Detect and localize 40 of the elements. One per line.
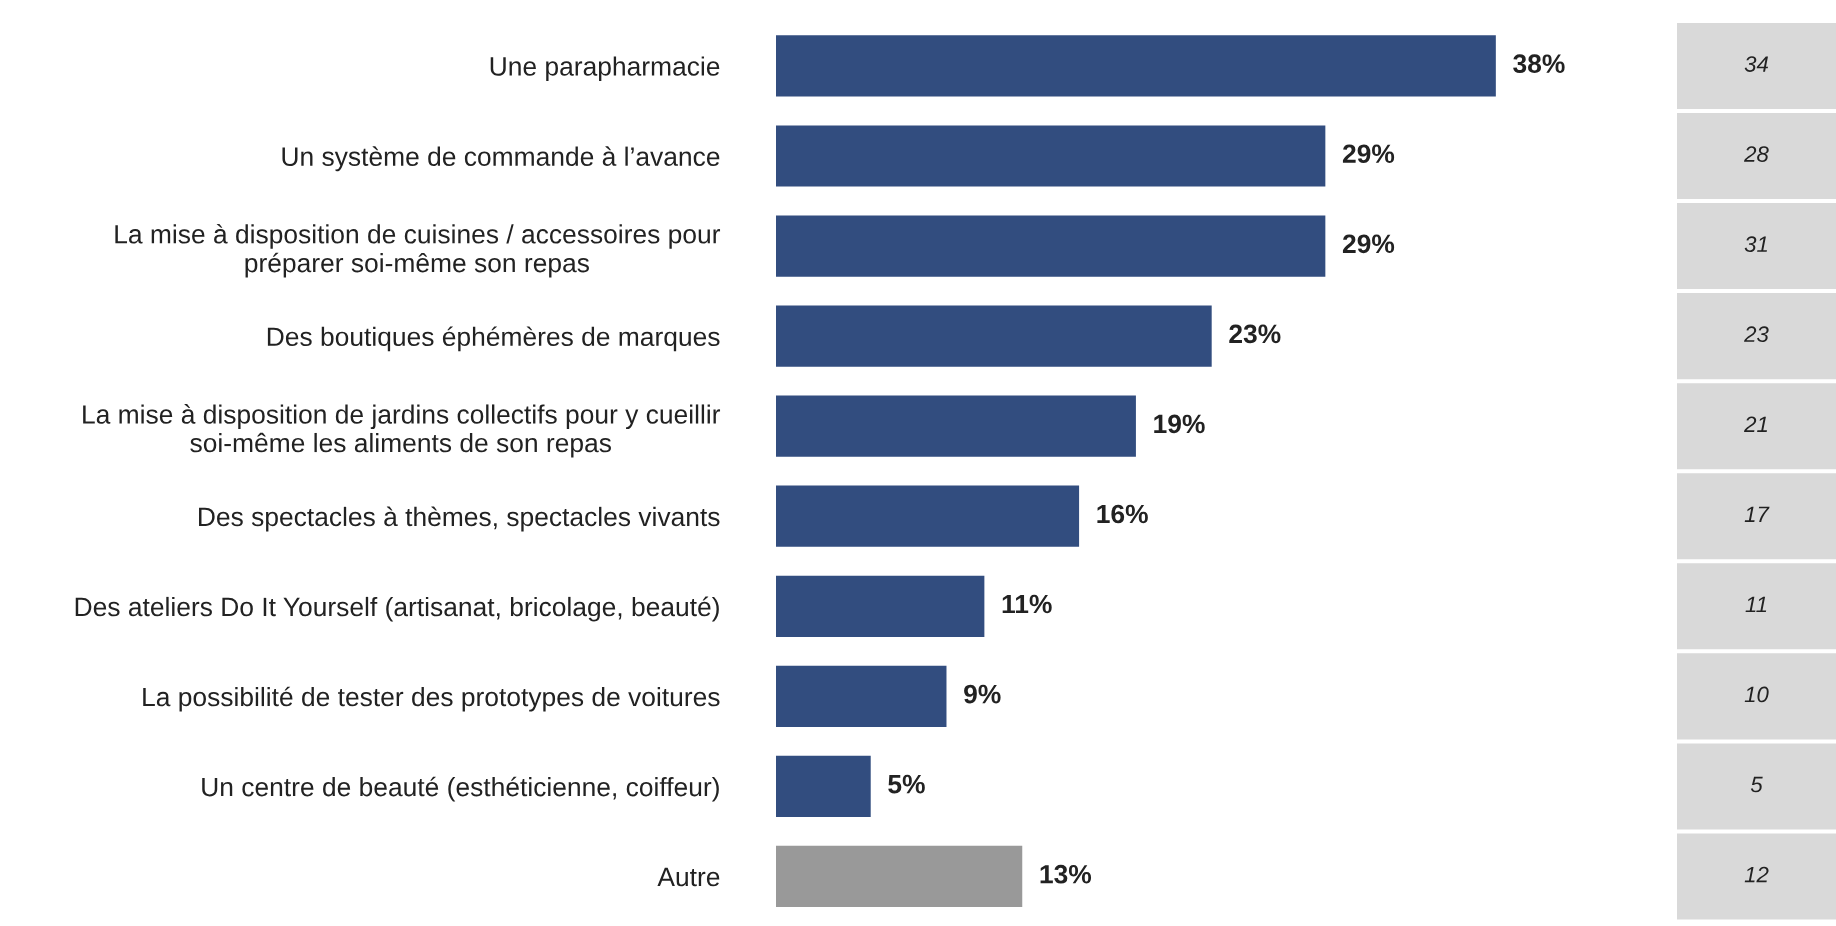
text: 21 bbox=[1744, 416, 1767, 432]
data-label: 29% bbox=[1342, 144, 1395, 164]
y-tick-label: Des boutiques éphémères de marques bbox=[267, 326, 720, 352]
y-tick-label: Des spectacles à thèmes, spectacles vivants bbox=[199, 506, 720, 532]
data-label: 23% bbox=[1229, 324, 1281, 344]
y-tick-label: Un système de commande à l’avance bbox=[282, 146, 720, 172]
text: 5 bbox=[1750, 776, 1763, 793]
bar bbox=[776, 485, 1080, 547]
bar bbox=[776, 395, 1136, 457]
data-label: 11% bbox=[1002, 594, 1052, 614]
data-label: 9% bbox=[964, 684, 1001, 704]
bar bbox=[776, 215, 1326, 277]
text: 23 bbox=[1744, 326, 1769, 343]
y-tick-label: La mise à disposition de cuisines / accessoires pour préparer soi-même son repas bbox=[115, 223, 721, 278]
data-label: 13% bbox=[1040, 864, 1092, 884]
data-label: 16% bbox=[1097, 504, 1148, 524]
bar bbox=[776, 125, 1326, 187]
text: 10 bbox=[1744, 686, 1769, 703]
data-label: 38% bbox=[1513, 54, 1565, 74]
bar bbox=[776, 755, 871, 818]
text: 11 bbox=[1745, 596, 1767, 613]
text: 28 bbox=[1744, 146, 1769, 162]
text: 17 bbox=[1744, 506, 1770, 522]
y-tick-label: Une parapharmacie bbox=[490, 56, 720, 81]
text: 12 bbox=[1744, 866, 1769, 883]
text: 31 bbox=[1744, 236, 1767, 253]
bar bbox=[776, 35, 1496, 97]
bar bbox=[776, 305, 1212, 367]
bar bbox=[776, 845, 1023, 908]
data-label: 29% bbox=[1342, 234, 1395, 254]
y-tick-label: Un centre de beauté (esthéticienne, coiffeur) bbox=[202, 776, 719, 802]
y-tick-label: Des ateliers Do It Yourself (artisanat, bricolage, beauté) bbox=[75, 596, 719, 622]
y-tick-label: La possibilité de tester des prototypes de voitures bbox=[143, 686, 720, 712]
bar bbox=[776, 665, 947, 727]
data-label: 5% bbox=[888, 774, 925, 794]
y-tick-label: La mise à disposition de jardins collectifs pour y cueillir soi-même les aliments de son repas bbox=[83, 404, 721, 458]
text: 34 bbox=[1744, 56, 1769, 72]
bar bbox=[776, 575, 985, 637]
data-label: 19% bbox=[1154, 414, 1205, 434]
y-tick-label: Autre bbox=[657, 867, 720, 887]
